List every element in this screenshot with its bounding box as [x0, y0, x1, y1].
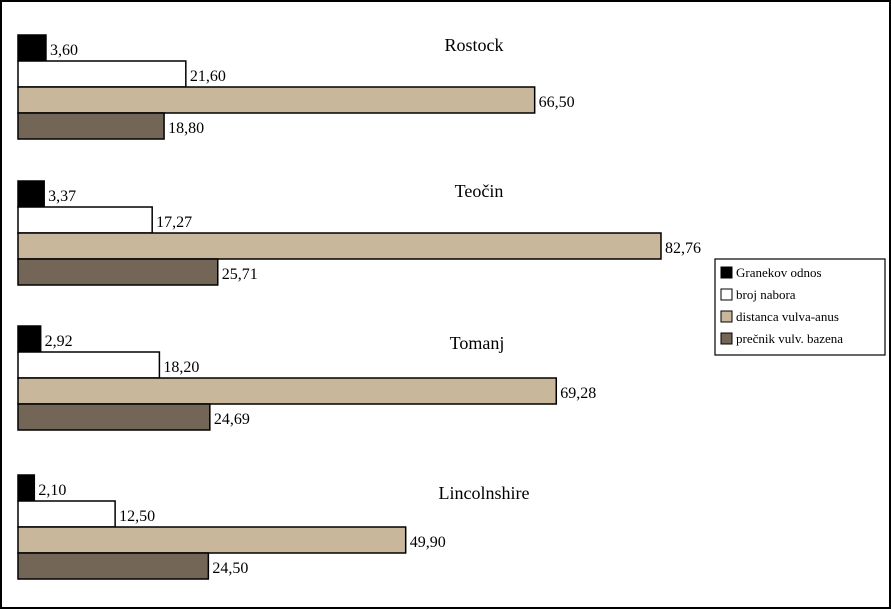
bar [17, 377, 558, 405]
bar-value-label: 3,37 [48, 188, 76, 205]
bar-value-label: 2,92 [45, 333, 73, 350]
category-label: Lincolnshire [439, 483, 530, 503]
legend-swatch [720, 266, 733, 279]
bar [17, 206, 153, 234]
bar [17, 500, 116, 528]
bar [17, 325, 42, 353]
bar [17, 34, 47, 62]
bar-value-label: 21,60 [190, 68, 226, 85]
bar-value-label: 24,69 [214, 411, 250, 428]
legend-label: distanca vulva-anus [736, 309, 839, 324]
category-label: Teočin [455, 181, 504, 201]
legend-box [714, 258, 886, 356]
bar-value-label: 3,60 [50, 42, 78, 59]
legend-label: broj nabora [736, 287, 796, 302]
bar-group: 2,92 18,20 69,28 24,69 Tomanj [17, 325, 596, 431]
bar-value-label: 69,28 [560, 385, 596, 402]
bar-value-label: 66,50 [539, 94, 575, 111]
bar [17, 474, 36, 502]
legend-swatch [720, 332, 733, 345]
bar [17, 526, 407, 554]
bar-value-label: 82,76 [665, 240, 701, 257]
bar-value-label: 18,80 [168, 120, 204, 137]
bar [17, 403, 211, 431]
legend-swatch [720, 288, 733, 301]
bar [17, 351, 161, 379]
category-label: Rostock [444, 35, 503, 55]
bar-value-label: 24,50 [212, 560, 248, 577]
legend-label: Granekov odnos [736, 265, 822, 280]
legend: Granekov odnos broj nabora distanca vulva-… [714, 258, 886, 356]
bar-group: 3,60 21,60 66,50 18,80 Rostock [17, 34, 575, 140]
bar [17, 60, 187, 88]
bar [17, 232, 662, 260]
bar-group: 3,37 17,27 82,76 25,71 Teočin [17, 180, 701, 286]
bar [17, 552, 210, 580]
bar-value-label: 25,71 [222, 266, 258, 283]
bar [17, 86, 536, 114]
bar-value-label: 17,27 [156, 214, 192, 231]
bar [17, 180, 45, 208]
bar-value-label: 2,10 [38, 482, 66, 499]
category-label: Tomanj [450, 333, 505, 353]
bar-value-label: 18,20 [163, 359, 199, 376]
bar-group: 2,10 12,50 49,90 24,50 Lincolnshire [17, 474, 530, 580]
bar [17, 112, 165, 140]
bar-value-label: 49,90 [410, 534, 446, 551]
bar-value-label: 12,50 [119, 508, 155, 525]
legend-swatch [720, 310, 733, 323]
legend-label: prečnik vulv. bazena [736, 331, 843, 346]
bars-layer: 3,60 21,60 66,50 18,80 Rostock 3,37 17,27 82,76… [17, 34, 701, 580]
bar [17, 258, 219, 286]
